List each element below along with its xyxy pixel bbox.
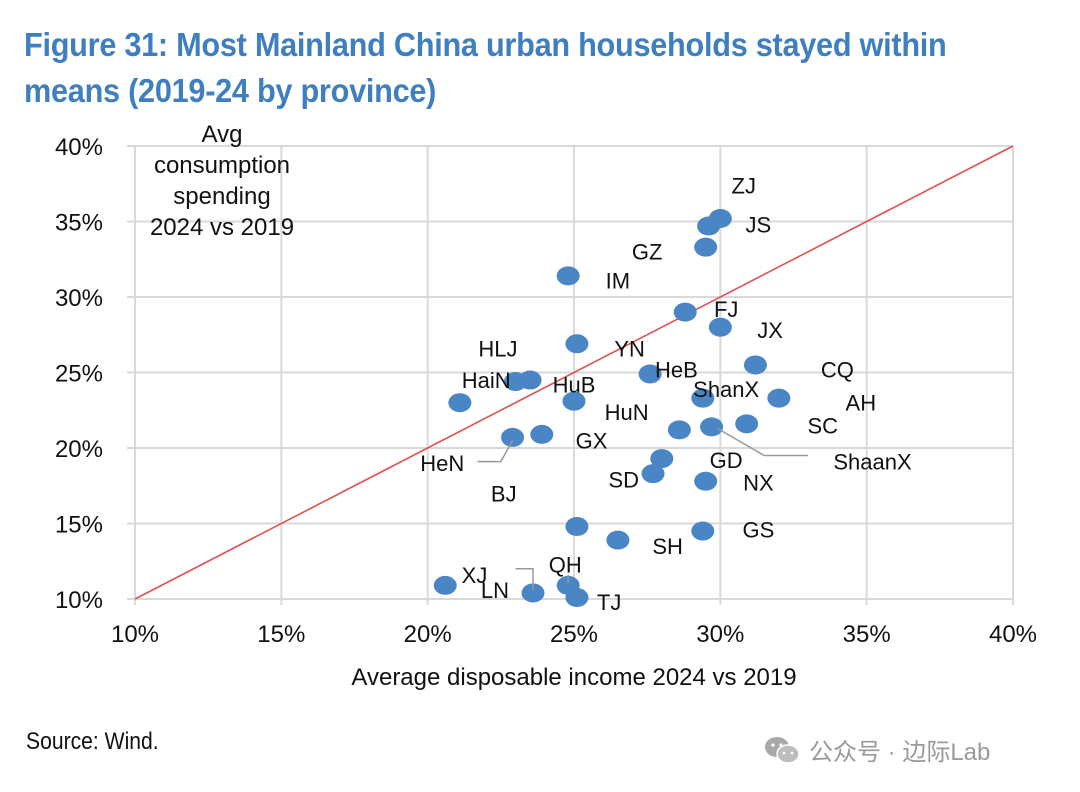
x-tick-label: 15% (257, 621, 305, 648)
point-label: HLJ (478, 336, 517, 361)
point-label: SH (652, 534, 683, 559)
point-label: JX (757, 318, 783, 343)
data-point-hlj (565, 334, 589, 354)
point-label: NX (743, 471, 774, 496)
point-label: HeN (420, 451, 464, 476)
point-label: GX (576, 428, 608, 453)
data-point-shanx (667, 420, 691, 440)
point-label: AH (846, 391, 877, 416)
data-point-hen (501, 427, 525, 447)
y-axis-title-line: Avg (202, 121, 243, 148)
data-point-heb (691, 388, 715, 408)
point-label: HaiN (462, 368, 511, 393)
figure-title: Figure 31: Most Mainland China urban hou… (24, 26, 947, 109)
point-label: XJ (462, 563, 488, 588)
x-tick-label: 30% (696, 621, 744, 648)
data-point-nx (694, 471, 718, 491)
point-label: HeB (655, 357, 698, 382)
data-point-yn (638, 364, 662, 384)
y-tick-label: 10% (55, 587, 103, 614)
point-label: BJ (491, 481, 517, 506)
data-point-js (697, 216, 721, 236)
data-points (433, 208, 791, 607)
x-axis-title: Average disposable income 2024 vs 2019 (351, 664, 796, 691)
data-point-ah (767, 388, 791, 408)
y-tick-label: 25% (55, 361, 103, 388)
data-point-sd (641, 464, 665, 484)
data-point-gx (530, 424, 554, 444)
x-tick-label: 25% (550, 621, 598, 648)
reference-line (134, 145, 1014, 600)
data-point-bj (565, 517, 589, 537)
data-point-sh (606, 530, 630, 550)
point-label: ShaanX (833, 450, 912, 475)
data-point-hain (448, 393, 472, 413)
point-label: QH (549, 552, 582, 577)
source-note: Source: Wind. (26, 728, 159, 755)
data-point-fj (673, 302, 697, 322)
reference-line-group (134, 145, 1014, 600)
y-axis-title-line: 2024 vs 2019 (150, 214, 294, 241)
point-label: HuB (553, 373, 596, 398)
point-label: JS (746, 213, 772, 238)
point-label: GS (742, 518, 774, 543)
x-tick-label: 35% (843, 621, 891, 648)
data-point (518, 370, 542, 390)
y-axis-title-line: consumption (154, 152, 290, 179)
leader-lines (477, 427, 809, 590)
axes: 10% 15% 20% 25% 30% 35% 40% 10% 15% 20% 25% 30% 35% 4… (55, 134, 1037, 648)
point-label: YN (614, 336, 645, 361)
data-point-tj (565, 587, 589, 607)
y-tick-label: 15% (55, 512, 103, 539)
data-point-shaanx (700, 417, 724, 437)
y-axis-title: Avg consumption spending 2024 vs 2019 (150, 121, 294, 241)
point-label: IM (606, 268, 630, 293)
data-point-ln (521, 583, 545, 603)
data-point-xj (433, 575, 457, 595)
point-label: LN (481, 578, 509, 603)
y-tick-label: 30% (55, 285, 103, 312)
watermark-text: 公众号 · 边际Lab (809, 739, 991, 766)
point-label: ShanX (693, 377, 759, 402)
point-label: ZJ (732, 173, 756, 198)
data-point-gz (694, 237, 718, 257)
data-point-sc (735, 414, 759, 434)
data-point-jx (708, 317, 732, 337)
point-label: TJ (597, 590, 621, 615)
y-tick-label: 20% (55, 436, 103, 463)
leader-line (477, 440, 514, 463)
point-label: CQ (821, 357, 854, 382)
point-label: SD (608, 468, 639, 493)
y-axis-title-line: spending (173, 183, 270, 210)
x-tick-label: 10% (111, 621, 159, 648)
leader-line (515, 568, 534, 590)
point-label: GZ (632, 240, 663, 265)
wechat-icon (763, 735, 801, 765)
data-point-gd (650, 449, 674, 469)
point-label: GD (710, 448, 743, 473)
data-point-im (556, 266, 580, 286)
watermark: 公众号 · 边际Lab (763, 732, 990, 767)
leader-line (717, 427, 809, 457)
point-label: SC (807, 413, 838, 438)
data-point-gs (691, 521, 715, 541)
x-tick-label: 40% (989, 621, 1037, 648)
data-point-hun (562, 391, 586, 411)
x-tick-label: 20% (404, 621, 452, 648)
y-tick-label: 35% (55, 210, 103, 237)
point-label: FJ (714, 297, 738, 322)
data-point-cq (743, 355, 767, 375)
y-tick-label: 40% (55, 134, 103, 161)
point-label: HuN (605, 400, 649, 425)
